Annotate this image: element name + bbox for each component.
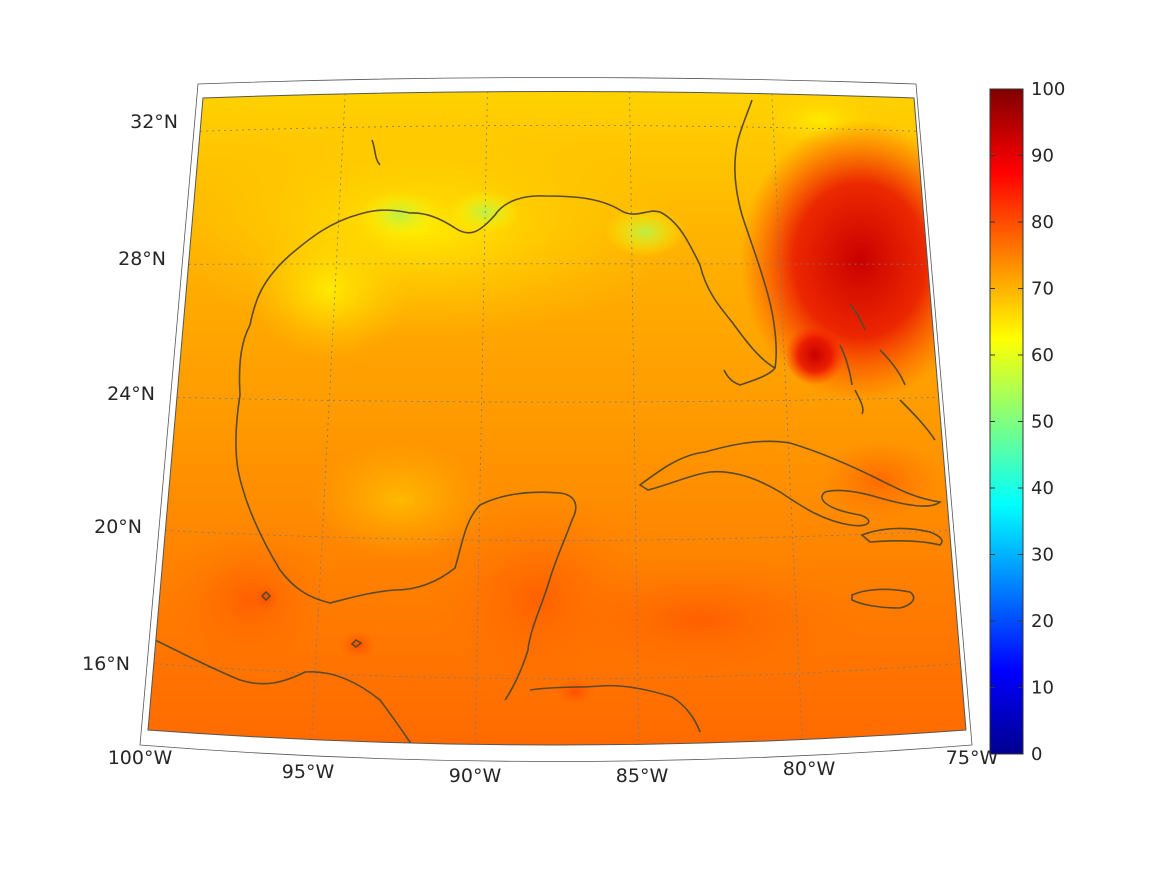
bahamas-islands (839, 304, 936, 441)
map-frame-outer (139, 77, 973, 762)
jamaica-coastline (851, 588, 915, 609)
meridian-line (771, 93, 803, 742)
colorbar-tick-label: 80 (1031, 212, 1054, 233)
lon-label-95: 95°W (282, 761, 335, 783)
colorbar-tick-label: 10 (1031, 678, 1054, 699)
colorbar-tick-label: 90 (1031, 146, 1054, 167)
meridian-line (629, 91, 640, 745)
honduras-coastline (529, 684, 701, 733)
florida-east-coastline (734, 99, 777, 369)
lon-label-85: 85°W (616, 765, 669, 787)
lat-label-16: 16°N (82, 653, 130, 675)
colorbar-tick-label: 60 (1031, 345, 1054, 366)
lon-label-100: 100°W (108, 747, 173, 769)
central-america-pacific-coastline (154, 639, 413, 745)
graticule (153, 91, 961, 745)
meridian-line (474, 91, 488, 745)
colorbar: 0 10 20 30 40 50 60 70 80 90 100 (989, 79, 1065, 765)
hispaniola-coastline (860, 527, 943, 546)
parallel-line (176, 397, 939, 403)
coastlines (154, 99, 943, 745)
map-frame (147, 91, 967, 746)
latitude-labels: 32°N 28°N 24°N 20°N 16°N (82, 111, 178, 675)
colorbar-tick-label: 20 (1031, 611, 1054, 632)
lat-label-24: 24°N (107, 383, 155, 405)
lat-label-28: 28°N (118, 248, 166, 270)
colorbar-tick-label: 0 (1031, 744, 1042, 765)
cuba-coastline (638, 440, 942, 527)
us-gulf-coastline (238, 195, 777, 396)
lon-label-75: 75°W (946, 747, 999, 769)
lon-label-80: 80°W (783, 758, 836, 780)
colorbar-tick-label: 100 (1031, 79, 1065, 100)
colorbar-tick-label: 30 (1031, 545, 1054, 566)
colorbar-ticks: 0 10 20 30 40 50 60 70 80 90 100 (990, 79, 1065, 765)
lat-label-32: 32°N (130, 111, 178, 133)
lon-label-90: 90°W (449, 765, 502, 787)
lat-label-20: 20°N (94, 516, 142, 538)
colorbar-tick-label: 40 (1031, 478, 1054, 499)
meridian-line (311, 93, 346, 742)
data-field (148, 91, 966, 745)
mexico-gulf-coastline (235, 394, 577, 701)
colorbar-tick-label: 50 (1031, 412, 1054, 433)
longitude-labels: 100°W 95°W 90°W 85°W 80°W 75°W (108, 747, 999, 787)
colorbar-tick-label: 70 (1031, 279, 1054, 300)
parallel-line (153, 663, 961, 680)
